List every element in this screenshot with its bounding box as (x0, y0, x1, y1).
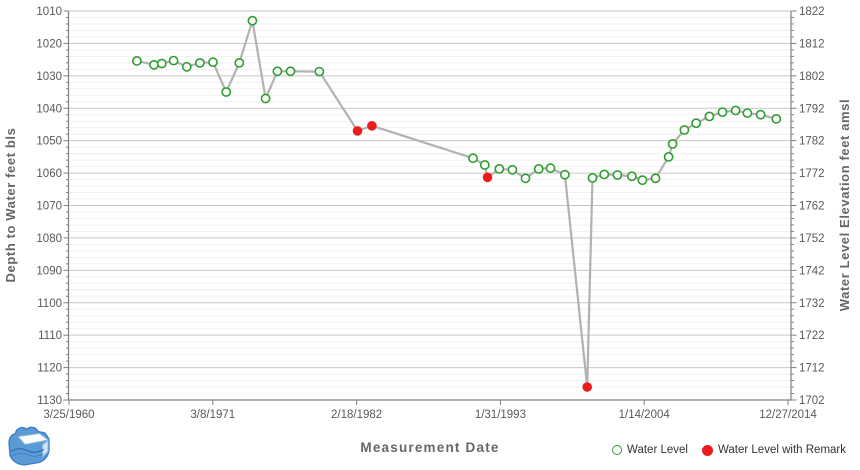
groundwater-block-logo-icon (8, 426, 50, 466)
chart-legend: Water Level Water Level with Remark (612, 444, 846, 456)
water-level-point (520, 173, 531, 184)
water-level-point (599, 169, 610, 180)
water-level-point (221, 87, 232, 97)
water-level-point (507, 164, 518, 175)
water-level-point (679, 125, 690, 135)
x-axis-tick-label: 1/14/2004 (619, 409, 671, 421)
right-axis-tick-label: 1762 (799, 201, 825, 213)
right-axis-tick-label: 1822 (799, 6, 825, 18)
left-axis-tick-label: 1100 (37, 298, 62, 310)
water-level-point (717, 107, 728, 117)
water-level-remark-marker-icon (701, 444, 713, 456)
left-axis-tick-label: 1050 (36, 136, 62, 148)
left-axis-tick-label: 1040 (36, 103, 62, 115)
water-level-point (260, 93, 271, 104)
right-axis-tick-label: 1732 (799, 298, 825, 310)
water-level-point (314, 66, 325, 77)
right-axis-tick-label: 1792 (799, 103, 825, 115)
x-axis-tick-label: 2/18/1982 (331, 409, 382, 421)
water-level-remark-point (352, 126, 363, 136)
left-axis-tick-label: 1130 (37, 395, 62, 407)
right-axis-tick-label: 1712 (799, 363, 825, 375)
water-level-point (691, 118, 702, 129)
water-level-point (560, 169, 570, 180)
water-level-point (704, 111, 715, 122)
water-level-point (587, 172, 598, 183)
legend-item-water-level-remark: Water Level with Remark (701, 444, 846, 456)
water-level-remark-point (582, 382, 592, 392)
left-axis-tick-label: 1070 (36, 201, 62, 213)
water-level-point (545, 163, 556, 174)
right-axis-tick-label: 1812 (799, 38, 825, 50)
left-axis-tick-label: 1060 (36, 168, 62, 180)
water-level-point (755, 109, 766, 120)
left-axis-tick-label: 1120 (37, 363, 62, 375)
water-level-point (208, 57, 218, 68)
water-level-point (494, 163, 505, 174)
legend-label-water-level-remark: Water Level with Remark (717, 444, 846, 456)
water-level-chart: 1010 1822 1020 1812 1030 1802 1040 1792 1050 1782… (3, 6, 852, 421)
left-axis-tick-label: 1020 (36, 38, 62, 50)
water-level-point (168, 55, 179, 66)
water-level-point (181, 61, 192, 72)
water-level-point (627, 171, 637, 182)
legend-label-water-level: Water Level (627, 444, 688, 456)
water-level-point (149, 59, 159, 70)
water-level-point (771, 114, 782, 124)
water-level-marker-icon (612, 445, 623, 455)
water-level-point (247, 15, 258, 26)
right-axis-title: Water Level Elevation feet amsl (837, 99, 852, 311)
legend-item-water-level: Water Level (612, 444, 688, 456)
left-axis-tick-label: 1080 (36, 233, 62, 245)
water-level-point (468, 153, 478, 164)
water-level-remark-point (367, 121, 377, 131)
right-axis-tick-label: 1802 (799, 71, 825, 83)
left-axis-tick-label: 1010 (36, 6, 62, 18)
water-level-point (234, 58, 245, 68)
water-level-point (730, 105, 741, 116)
right-axis-tick-label: 1722 (799, 330, 825, 342)
left-axis-tick-label: 1090 (36, 265, 62, 277)
x-axis-tick-label: 3/25/1960 (43, 409, 94, 421)
water-level-point (533, 163, 544, 174)
x-axis-tick-label: 12/27/2014 (759, 409, 817, 421)
water-level-point (479, 160, 490, 170)
water-level-point (663, 151, 674, 162)
water-level-point (285, 66, 296, 77)
water-level-point (650, 173, 661, 184)
water-level-point (637, 175, 648, 186)
water-level-point (131, 56, 142, 66)
x-axis-tick-label: 3/8/1971 (190, 409, 235, 421)
water-level-remark-point (482, 172, 493, 183)
water-level-point (612, 170, 623, 180)
x-axis-title: Measurement Date (360, 440, 500, 455)
left-axis-tick-label: 1110 (38, 330, 62, 342)
right-axis-tick-label: 1752 (799, 233, 825, 245)
left-axis-tick-label: 1030 (36, 71, 62, 83)
water-level-point (272, 66, 283, 77)
water-level-point (667, 138, 678, 149)
water-level-point (742, 108, 753, 118)
right-axis-tick-label: 1782 (799, 136, 825, 148)
water-level-point (156, 58, 167, 69)
x-axis-tick-label: 1/31/1993 (475, 409, 526, 421)
right-axis-tick-label: 1742 (799, 265, 825, 277)
right-axis-tick-label: 1702 (799, 395, 825, 407)
left-axis-title: Depth to Water feet bls (3, 128, 18, 283)
water-level-point (194, 58, 205, 68)
right-axis-tick-label: 1772 (799, 168, 825, 180)
